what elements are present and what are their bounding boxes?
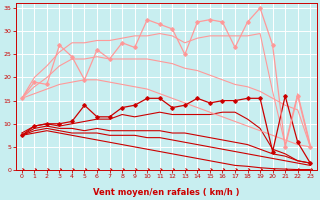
X-axis label: Vent moyen/en rafales ( km/h ): Vent moyen/en rafales ( km/h ) [93, 188, 239, 197]
